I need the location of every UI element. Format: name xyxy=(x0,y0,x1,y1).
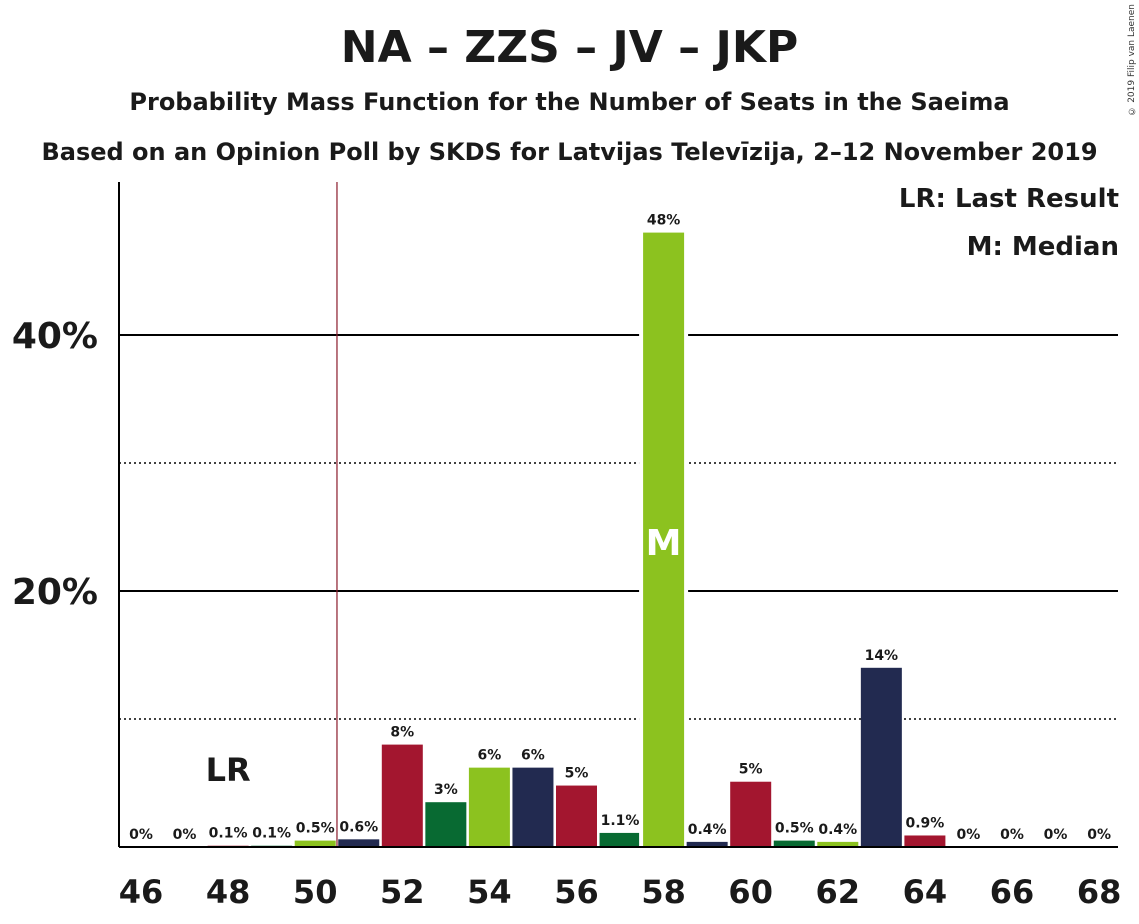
x-tick-label: 58 xyxy=(641,873,686,911)
data-labels: 0% 0% 0.1%LR0.1% 0.5% 0.6%8%3%6% 6%5%1.1%48%M… xyxy=(129,213,1111,843)
bar-56 xyxy=(556,785,597,847)
data-label-54: 6% xyxy=(478,748,502,764)
data-label-50: 0.5% xyxy=(296,821,335,837)
data-label-67: 0% xyxy=(1044,827,1068,843)
data-label-49: 0.1% xyxy=(252,826,291,842)
data-label-57: 1.1% xyxy=(601,813,640,829)
data-label-56: 5% xyxy=(565,766,589,782)
x-tick-label: 50 xyxy=(293,873,338,911)
legend-last-result: LR: Last Result xyxy=(898,184,1119,214)
bar-54 xyxy=(468,767,510,847)
median-marker: M xyxy=(646,523,682,564)
data-label-62: 0.4% xyxy=(818,822,857,838)
bar-64 xyxy=(904,835,946,847)
bar-61 xyxy=(773,840,815,847)
x-tick-label: 60 xyxy=(728,873,773,911)
data-label-47: 0% xyxy=(173,827,197,843)
y-tick-label: 40% xyxy=(12,316,98,357)
data-label-59: 0.4% xyxy=(688,822,727,838)
x-tick-label: 56 xyxy=(554,873,599,911)
data-label-61: 0.5% xyxy=(775,821,814,837)
bar-58 xyxy=(643,232,685,848)
axes: 20% 40% 46 48 50 52 54 56 58 60 62 64 66 68 xyxy=(12,182,1122,911)
bar-60 xyxy=(730,781,772,847)
chart-title: NA – ZZS – JV – JKP xyxy=(340,22,799,73)
bar-59 xyxy=(686,841,728,847)
x-tick-label: 52 xyxy=(380,873,425,911)
bar-57 xyxy=(599,832,641,847)
data-label-65: 0% xyxy=(957,827,981,843)
x-tick-label: 48 xyxy=(206,873,251,911)
chart-subtitle-2: Based on an Opinion Poll by SKDS for Lat… xyxy=(41,138,1098,166)
legend-median: M: Median xyxy=(966,232,1119,262)
last-result-marker: LR xyxy=(206,751,251,789)
data-label-66: 0% xyxy=(1000,827,1024,843)
data-label-46: 0% xyxy=(129,827,153,843)
bar-62 xyxy=(817,841,859,847)
x-tick-label: 68 xyxy=(1077,873,1122,911)
data-label-58: 48% xyxy=(647,213,681,229)
data-label-68: 0% xyxy=(1087,827,1111,843)
x-tick-label: 62 xyxy=(816,873,861,911)
data-label-63: 14% xyxy=(865,648,899,664)
bar-50 xyxy=(294,840,336,847)
data-label-48: 0.1% xyxy=(209,826,248,842)
bar-53 xyxy=(425,802,467,847)
x-tick-label: 54 xyxy=(467,873,512,911)
y-tick-label: 20% xyxy=(12,572,98,613)
x-tick-label: 66 xyxy=(990,873,1035,911)
x-tick-label: 64 xyxy=(903,873,948,911)
bar-55 xyxy=(512,767,554,847)
data-label-53: 3% xyxy=(434,782,458,798)
data-label-52: 8% xyxy=(390,725,414,741)
data-label-60: 5% xyxy=(739,762,763,778)
data-label-64: 0.9% xyxy=(905,815,944,831)
gridlines xyxy=(119,182,1118,847)
bar-63 xyxy=(860,667,902,847)
bar-52 xyxy=(381,744,423,847)
x-tick-label: 46 xyxy=(119,873,164,911)
chart-subtitle-1: Probability Mass Function for the Number… xyxy=(129,88,1010,116)
bars xyxy=(207,232,946,848)
data-label-51: 0.6% xyxy=(339,819,378,835)
data-label-55: 6% xyxy=(521,748,545,764)
bar-51 xyxy=(338,839,380,847)
